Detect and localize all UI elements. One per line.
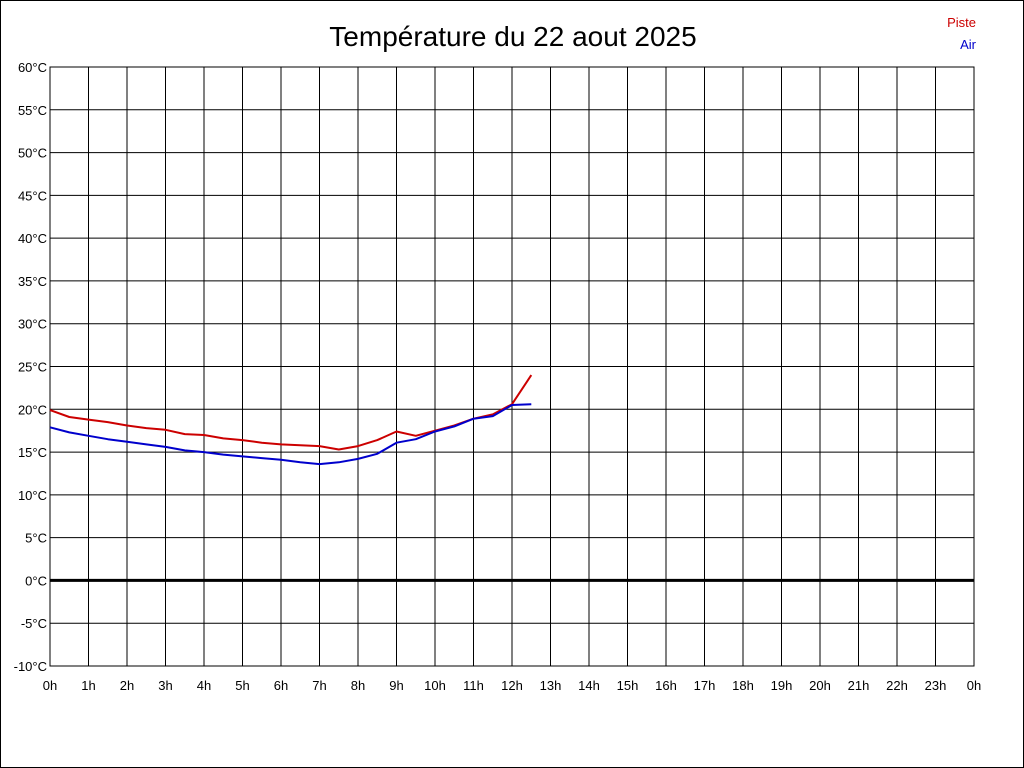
x-axis-ticks: 0h 1h 2h 3h 4h 5h 6h 7h 8h 9h 10h 11h 12h 13h 14h 15h 16… xyxy=(43,678,981,693)
y-tick-label: 30°C xyxy=(18,317,47,332)
x-tick-label: 8h xyxy=(351,678,365,693)
y-tick-label: 55°C xyxy=(18,103,47,118)
x-tick-label: 17h xyxy=(694,678,716,693)
x-tick-label: 16h xyxy=(655,678,677,693)
y-tick-label: 60°C xyxy=(18,60,47,75)
series-line-piste xyxy=(49,374,533,451)
x-tick-label: 6h xyxy=(274,678,288,693)
x-tick-label: 7h xyxy=(312,678,326,693)
x-tick-label: 1h xyxy=(81,678,95,693)
x-tick-label: 10h xyxy=(424,678,446,693)
x-tick-label: 5h xyxy=(235,678,249,693)
x-tick-label: 18h xyxy=(732,678,754,693)
x-tick-label: 22h xyxy=(886,678,908,693)
x-tick-label: 21h xyxy=(848,678,870,693)
y-axis-ticks: 60°C 55°C 50°C 45°C 40°C 35°C 30°C 25°C 20°C 15°C… xyxy=(14,60,47,674)
x-tick-label: 0h xyxy=(967,678,981,693)
legend-entry-air: Air xyxy=(960,37,977,52)
x-tick-label: 23h xyxy=(925,678,947,693)
y-tick-label: 10°C xyxy=(18,488,47,503)
y-tick-label: 20°C xyxy=(18,402,47,417)
x-tick-label: 20h xyxy=(809,678,831,693)
grid xyxy=(49,66,975,667)
x-tick-label: 14h xyxy=(578,678,600,693)
y-tick-label: 50°C xyxy=(18,146,47,161)
x-tick-label: 2h xyxy=(120,678,134,693)
x-tick-label: 11h xyxy=(463,678,484,693)
x-tick-label: 4h xyxy=(197,678,211,693)
series-line-air xyxy=(49,403,532,466)
y-tick-label: 15°C xyxy=(18,445,47,460)
legend: Piste Air xyxy=(947,15,977,52)
chart-title: Température du 22 aout 2025 xyxy=(329,21,696,52)
x-tick-label: 13h xyxy=(540,678,562,693)
x-tick-label: 12h xyxy=(501,678,523,693)
y-tick-label: 40°C xyxy=(18,231,47,246)
series-lines xyxy=(49,374,533,466)
y-tick-label: 45°C xyxy=(18,188,47,203)
x-tick-label: 19h xyxy=(771,678,793,693)
x-tick-label: 0h xyxy=(43,678,57,693)
y-tick-label: 25°C xyxy=(18,360,47,375)
y-tick-label: -5°C xyxy=(21,616,47,631)
y-tick-label: 5°C xyxy=(25,531,47,546)
y-tick-label: 35°C xyxy=(18,274,47,289)
y-tick-label: -10°C xyxy=(14,659,47,674)
x-tick-label: 15h xyxy=(617,678,639,693)
plot-border xyxy=(49,66,975,667)
x-tick-label: 9h xyxy=(389,678,403,693)
x-tick-label: 3h xyxy=(158,678,172,693)
legend-entry-piste: Piste xyxy=(947,15,976,30)
y-tick-label: 0°C xyxy=(25,573,47,588)
